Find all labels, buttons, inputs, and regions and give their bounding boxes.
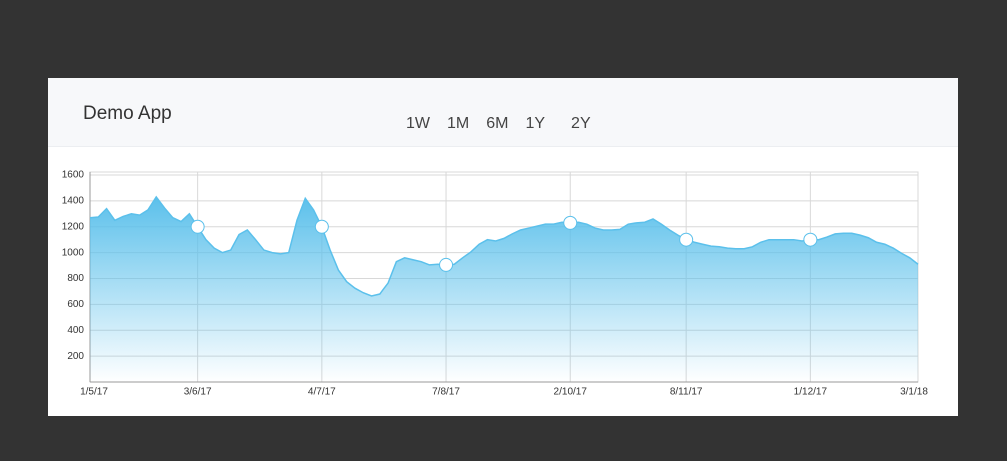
y-tick-label: 400 xyxy=(67,325,84,336)
point-marker xyxy=(314,219,329,234)
range-button[interactable]: 1M xyxy=(447,115,470,132)
y-tick-label: 1200 xyxy=(62,221,85,232)
app-title: Demo App xyxy=(83,103,172,124)
y-tick-label: 800 xyxy=(67,273,84,284)
x-tick-label: 3/1/18 xyxy=(900,387,928,398)
x-tick-label: 8/11/17 xyxy=(670,387,703,398)
area-line xyxy=(89,195,919,297)
y-tick-label: 1600 xyxy=(62,170,85,181)
range-button[interactable]: 6M xyxy=(486,115,509,132)
y-tick-label: 200 xyxy=(67,351,84,362)
x-tick-label: 3/6/17 xyxy=(184,387,212,398)
y-tick-label: 1000 xyxy=(62,247,85,258)
range-button[interactable]: 1W xyxy=(406,115,430,132)
point-marker xyxy=(803,232,818,247)
x-tick-label: 1/5/17 xyxy=(80,387,108,398)
range-button[interactable]: 1Y xyxy=(525,115,546,132)
x-tick-label: 1/12/17 xyxy=(794,387,828,398)
point-marker xyxy=(439,257,454,272)
range-button[interactable]: 2Y xyxy=(571,115,591,132)
header: Demo App 1W 1M 6M 1Y 2Y xyxy=(48,78,958,147)
x-tick-label: 2/10/17 xyxy=(554,387,588,398)
point-marker xyxy=(190,219,205,234)
point-marker xyxy=(563,215,578,230)
point-marker xyxy=(679,232,694,247)
y-tick-label: 600 xyxy=(67,299,84,310)
x-tick-label: 4/7/17 xyxy=(308,387,336,398)
range-buttons: 1W 1M 6M 1Y 2Y xyxy=(406,115,608,133)
y-tick-label: 1400 xyxy=(62,196,85,207)
x-tick-label: 7/8/17 xyxy=(432,387,460,398)
area-fill xyxy=(90,196,918,382)
